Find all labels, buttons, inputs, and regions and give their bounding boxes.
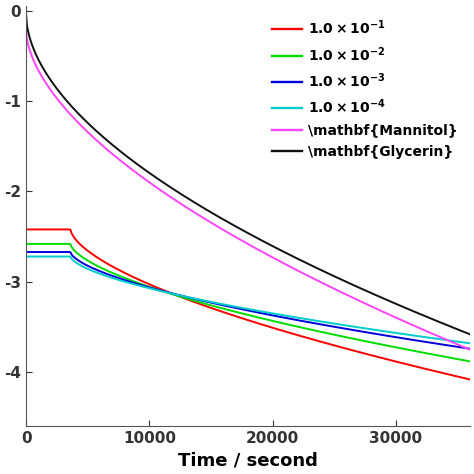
- Legend: $\mathbf{1.0\times10^{-1}}$, $\mathbf{1.0\times10^{-2}}$, $\mathbf{1.0\times10^{: $\mathbf{1.0\times10^{-1}}$, $\mathbf{1.…: [266, 13, 463, 165]
- X-axis label: Time / second: Time / second: [178, 452, 318, 470]
